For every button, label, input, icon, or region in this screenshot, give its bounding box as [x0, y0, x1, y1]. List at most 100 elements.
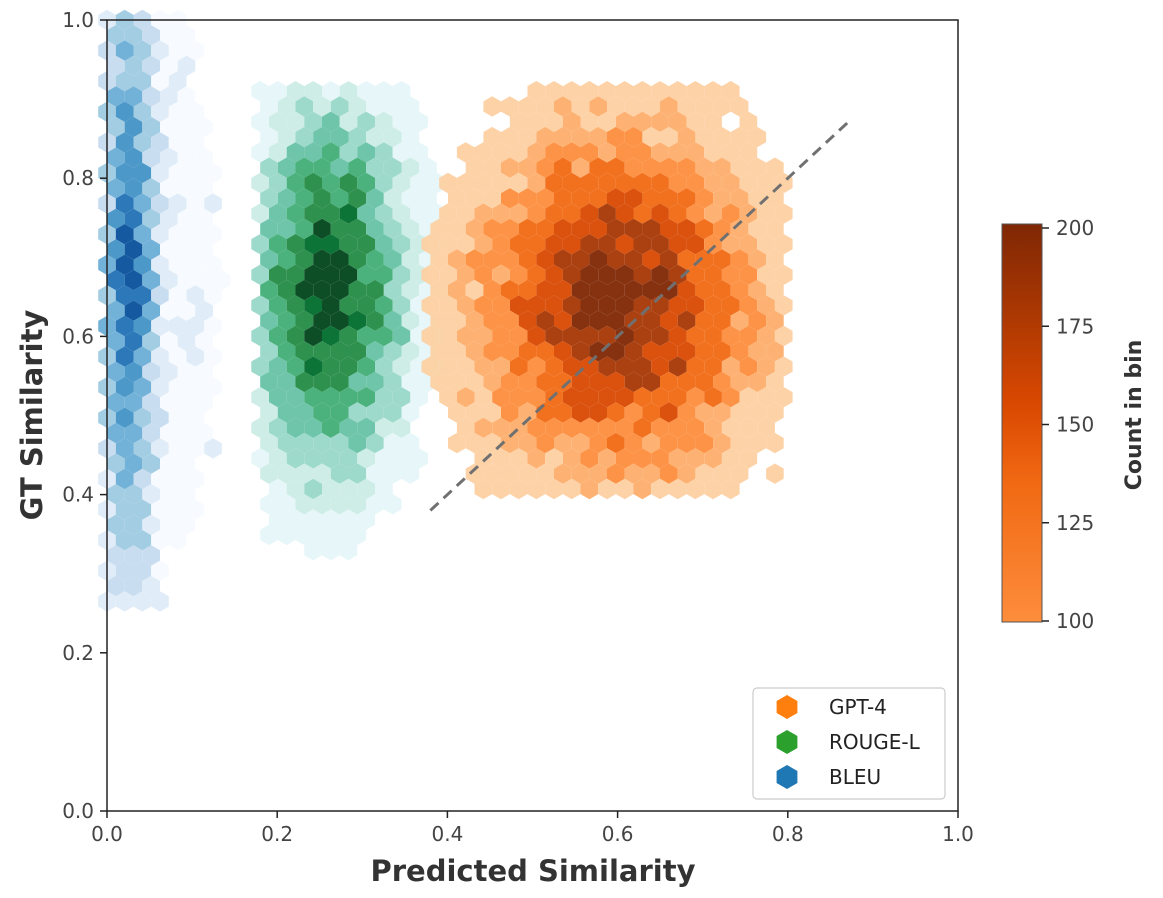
hexbin	[545, 448, 563, 469]
hexbin	[492, 417, 510, 438]
hexbin	[195, 300, 213, 321]
hexbin	[383, 188, 402, 209]
hexbin	[260, 188, 278, 209]
hexbin	[295, 463, 314, 484]
hexbin	[615, 356, 634, 377]
hexbin	[177, 208, 196, 230]
hexbin	[686, 387, 705, 408]
hexbin	[527, 356, 546, 377]
hexbin	[554, 371, 572, 393]
hexbin	[269, 234, 287, 255]
hexbin	[322, 111, 340, 132]
hexbin	[177, 300, 196, 321]
legend-hex-icon	[776, 695, 798, 719]
legend-hex-icon	[776, 730, 798, 754]
hexbin	[313, 524, 331, 546]
hexbin	[322, 234, 340, 255]
hexbin	[660, 402, 678, 423]
hexbin	[151, 101, 169, 122]
hexbin	[704, 448, 722, 469]
hexbin	[133, 101, 152, 122]
hexbin	[348, 463, 367, 484]
hexbin	[419, 157, 437, 178]
hexbin	[357, 448, 375, 469]
hexbin	[160, 86, 178, 107]
hexbin	[660, 126, 678, 148]
hexbin	[501, 402, 519, 423]
hexbin	[474, 234, 493, 255]
hexbin	[124, 239, 143, 260]
hexbin	[642, 432, 660, 454]
hexbin	[501, 157, 519, 178]
hexbin	[392, 295, 411, 316]
hexbin	[774, 264, 793, 285]
hexbin	[439, 234, 457, 255]
hexbin	[251, 172, 269, 194]
hexbin	[269, 172, 287, 194]
hexbin	[322, 264, 340, 285]
hexbin	[419, 188, 437, 209]
hexbin	[142, 575, 160, 597]
hexbin	[168, 162, 187, 184]
hexbin	[330, 126, 349, 148]
colorbar: 100 125 150 175 200 Count in bin	[1001, 216, 1147, 633]
hexbin	[686, 264, 705, 285]
hexbin	[124, 55, 143, 77]
hexbin	[392, 448, 411, 469]
hexbin	[607, 341, 625, 362]
hexbin	[704, 295, 722, 316]
hexbin	[186, 162, 205, 184]
hexbin	[269, 356, 287, 377]
hexbin	[330, 157, 349, 178]
hexbin	[304, 325, 322, 347]
hexbin	[748, 157, 767, 178]
hexbin	[168, 315, 187, 337]
hexbin	[286, 172, 305, 194]
hexbin	[124, 392, 143, 413]
hexbin	[465, 279, 484, 301]
hexbin	[554, 310, 572, 331]
hexbin	[571, 218, 590, 240]
hexbin	[366, 310, 384, 331]
hexbin	[739, 325, 758, 347]
hexbin	[339, 325, 358, 347]
hexbin	[624, 371, 643, 393]
hexbin	[260, 126, 278, 148]
hexbin	[580, 356, 599, 377]
hexbin	[465, 432, 484, 454]
hexbin	[571, 188, 590, 209]
hexbin	[304, 203, 322, 224]
hexbin	[633, 172, 652, 194]
hexbin	[509, 356, 528, 377]
hexbin	[651, 325, 669, 347]
colorbar-tick-label: 150	[1056, 413, 1094, 437]
hexbin	[527, 142, 546, 163]
hexbin	[624, 402, 643, 423]
hexbin	[580, 172, 599, 194]
hexbin	[339, 356, 358, 377]
hexbin	[357, 111, 375, 132]
hexbin	[260, 463, 278, 484]
hexbin	[501, 432, 519, 454]
hexbin	[260, 157, 278, 178]
hexbin	[554, 218, 572, 240]
hexbin-layer	[98, 9, 793, 612]
hexbin	[554, 157, 572, 178]
hexbin	[651, 203, 669, 224]
hexbin	[536, 218, 554, 240]
hexbin	[392, 264, 411, 285]
hexbin	[448, 310, 466, 331]
hexbin	[642, 371, 660, 393]
hexbin	[186, 285, 205, 306]
hexbin	[304, 81, 322, 102]
hexbin	[366, 96, 384, 117]
hexbin	[115, 377, 134, 398]
hexbin	[554, 402, 572, 423]
hexbin	[624, 341, 643, 362]
hexbin	[633, 448, 652, 469]
hexbin	[124, 116, 143, 138]
hexbin	[269, 295, 287, 316]
hexbin	[562, 325, 581, 347]
hexbin	[339, 417, 358, 438]
hexbin	[260, 310, 278, 331]
